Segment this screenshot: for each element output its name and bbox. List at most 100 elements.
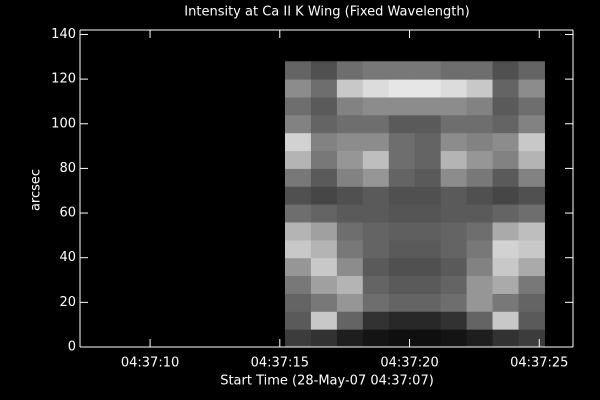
pixel bbox=[518, 79, 545, 98]
pixel bbox=[284, 275, 312, 294]
pixel bbox=[310, 132, 338, 152]
pixel bbox=[414, 79, 442, 98]
pixel bbox=[492, 257, 520, 277]
pixel bbox=[492, 221, 520, 241]
y-tick-label: 80 bbox=[59, 161, 76, 176]
pixel bbox=[414, 61, 442, 80]
pixel bbox=[336, 96, 364, 116]
pixel bbox=[284, 132, 312, 152]
pixel bbox=[284, 293, 312, 312]
pixel bbox=[336, 311, 364, 330]
pixel bbox=[518, 96, 545, 116]
pixel bbox=[284, 239, 312, 259]
pixel bbox=[440, 168, 468, 187]
pixel bbox=[388, 257, 416, 277]
pixel bbox=[336, 61, 364, 80]
pixel bbox=[518, 204, 545, 223]
pixel bbox=[414, 168, 442, 187]
pixel bbox=[492, 311, 520, 330]
pixel bbox=[284, 150, 312, 169]
pixel bbox=[414, 311, 442, 330]
pixel bbox=[310, 96, 338, 116]
pixel bbox=[466, 204, 494, 223]
pixel bbox=[414, 275, 442, 294]
y-tick-label: 20 bbox=[59, 295, 76, 310]
pixel bbox=[466, 186, 494, 205]
pixel bbox=[336, 168, 364, 187]
pixel bbox=[388, 275, 416, 294]
pixel bbox=[492, 275, 520, 294]
pixel bbox=[362, 96, 390, 116]
pixel bbox=[440, 311, 468, 330]
pixel bbox=[466, 79, 494, 98]
pixel bbox=[388, 61, 416, 80]
pixel bbox=[388, 114, 416, 134]
pixel bbox=[336, 114, 364, 134]
pixel bbox=[336, 329, 364, 348]
pixel bbox=[440, 132, 468, 152]
y-tick-label: 60 bbox=[59, 206, 76, 221]
pixel bbox=[310, 275, 338, 294]
pixel bbox=[492, 239, 520, 259]
pixel bbox=[336, 293, 364, 312]
pixel bbox=[336, 257, 364, 277]
pixel bbox=[388, 168, 416, 187]
pixel bbox=[336, 275, 364, 294]
pixel bbox=[492, 61, 520, 80]
x-axis-label: Start Time (28-May-07 04:37:07) bbox=[220, 374, 434, 389]
pixel bbox=[310, 168, 338, 187]
pixel bbox=[440, 61, 468, 80]
pixel bbox=[362, 114, 390, 134]
pixel bbox=[414, 150, 442, 169]
pixel bbox=[362, 150, 390, 169]
pixel bbox=[518, 61, 545, 80]
pixel bbox=[388, 150, 416, 169]
pixel bbox=[414, 257, 442, 277]
pixel bbox=[466, 150, 494, 169]
pixel bbox=[440, 221, 468, 241]
pixel bbox=[362, 311, 390, 330]
pixel bbox=[518, 311, 545, 330]
image bbox=[284, 61, 545, 348]
pixel bbox=[388, 221, 416, 241]
pixel bbox=[362, 293, 390, 312]
y-tick-label: 40 bbox=[59, 250, 76, 265]
pixel bbox=[440, 96, 468, 116]
y-tick-label: 140 bbox=[51, 27, 76, 42]
pixel bbox=[492, 132, 520, 152]
pixel bbox=[440, 204, 468, 223]
pixel bbox=[310, 293, 338, 312]
pixel bbox=[440, 150, 468, 169]
pixel bbox=[362, 239, 390, 259]
pixel bbox=[414, 293, 442, 312]
pixel bbox=[466, 61, 494, 80]
pixel bbox=[492, 204, 520, 223]
pixel bbox=[388, 186, 416, 205]
pixel bbox=[284, 311, 312, 330]
pixel bbox=[440, 114, 468, 134]
y-tick-label: 0 bbox=[68, 340, 76, 355]
pixel bbox=[466, 275, 494, 294]
pixel bbox=[492, 150, 520, 169]
pixel bbox=[362, 329, 390, 348]
pixel bbox=[284, 114, 312, 134]
pixel bbox=[518, 221, 545, 241]
pixel bbox=[492, 329, 520, 348]
pixel bbox=[492, 79, 520, 98]
pixel bbox=[466, 96, 494, 116]
pixel bbox=[362, 61, 390, 80]
pixel bbox=[310, 329, 338, 348]
pixel bbox=[518, 293, 545, 312]
pixel bbox=[284, 329, 312, 348]
pixel bbox=[362, 186, 390, 205]
pixel bbox=[414, 221, 442, 241]
pixel bbox=[440, 79, 468, 98]
pixel bbox=[414, 132, 442, 152]
pixel bbox=[518, 329, 545, 348]
y-axis-label: arcsec bbox=[29, 169, 44, 211]
pixel bbox=[414, 239, 442, 259]
pixel bbox=[440, 186, 468, 205]
x-tick-label: 04:37:20 bbox=[380, 356, 438, 371]
pixel bbox=[492, 114, 520, 134]
